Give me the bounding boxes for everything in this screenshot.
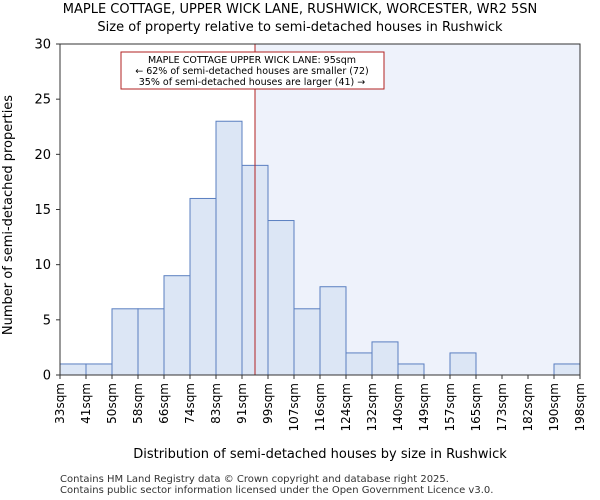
y-tick-label: 10	[34, 258, 51, 273]
histogram-bar	[111, 308, 139, 376]
x-tick-label: 83sqm	[209, 383, 223, 424]
x-tick-label: 132sqm	[365, 383, 379, 431]
x-tick-label: 165sqm	[469, 383, 483, 431]
x-tick-label: 124sqm	[339, 383, 353, 431]
x-tick-label: 182sqm	[521, 383, 535, 431]
footer-line-1: Contains HM Land Registry data © Crown c…	[60, 474, 449, 485]
annotation-line-3: 35% of semi-detached houses are larger (…	[139, 77, 366, 88]
histogram-bar	[59, 363, 87, 376]
histogram-bar	[215, 120, 243, 376]
x-tick-label: 41sqm	[79, 383, 93, 424]
annotation-line-1: MAPLE COTTAGE UPPER WICK LANE: 95sqm	[148, 55, 356, 66]
x-tick-label: 50sqm	[105, 383, 119, 424]
histogram-bar	[85, 363, 113, 376]
histogram-bar	[397, 363, 425, 376]
x-tick-label: 66sqm	[157, 383, 171, 424]
x-tick-label: 107sqm	[287, 383, 301, 431]
histogram-bar	[345, 352, 373, 376]
histogram-bar	[267, 220, 295, 376]
x-tick-label: 173sqm	[495, 383, 509, 431]
x-axis-label: Distribution of semi-detached houses by …	[133, 447, 507, 462]
histogram-bar	[319, 286, 347, 376]
histogram-bar	[553, 363, 581, 376]
x-tick-label: 157sqm	[443, 383, 457, 431]
y-tick-label: 30	[34, 38, 51, 53]
histogram-bar	[163, 275, 191, 376]
chart-title: MAPLE COTTAGE, UPPER WICK LANE, RUSHWICK…	[62, 2, 538, 17]
x-tick-label: 140sqm	[391, 383, 405, 431]
histogram-bar	[189, 197, 217, 376]
histogram-bar	[137, 308, 165, 376]
x-tick-label: 74sqm	[183, 383, 197, 424]
x-tick-label: 33sqm	[53, 383, 67, 424]
y-axis-label: Number of semi-detached properties	[1, 95, 16, 335]
y-tick-label: 25	[34, 93, 51, 108]
x-tick-label: 58sqm	[131, 383, 145, 424]
x-tick-label: 190sqm	[547, 383, 561, 431]
x-tick-label: 116sqm	[313, 383, 327, 431]
chart-subtitle: Size of property relative to semi-detach…	[97, 20, 503, 35]
x-tick-label: 198sqm	[573, 383, 587, 431]
histogram-bar	[293, 308, 321, 376]
y-tick-label: 15	[34, 203, 51, 218]
footer-line-2: Contains public sector information licen…	[60, 485, 494, 496]
x-tick-label: 149sqm	[417, 383, 431, 431]
histogram-bar	[371, 341, 399, 376]
histogram-bar	[449, 352, 477, 376]
annotation-line-2: ← 62% of semi-detached houses are smalle…	[135, 66, 369, 77]
y-tick-label: 0	[43, 369, 51, 384]
x-tick-label: 99sqm	[261, 383, 275, 424]
y-tick-label: 5	[43, 313, 51, 328]
x-tick-label: 91sqm	[235, 383, 249, 424]
y-tick-label: 20	[34, 148, 51, 163]
annotation-box: MAPLE COTTAGE UPPER WICK LANE: 95sqm ← 6…	[120, 51, 385, 90]
